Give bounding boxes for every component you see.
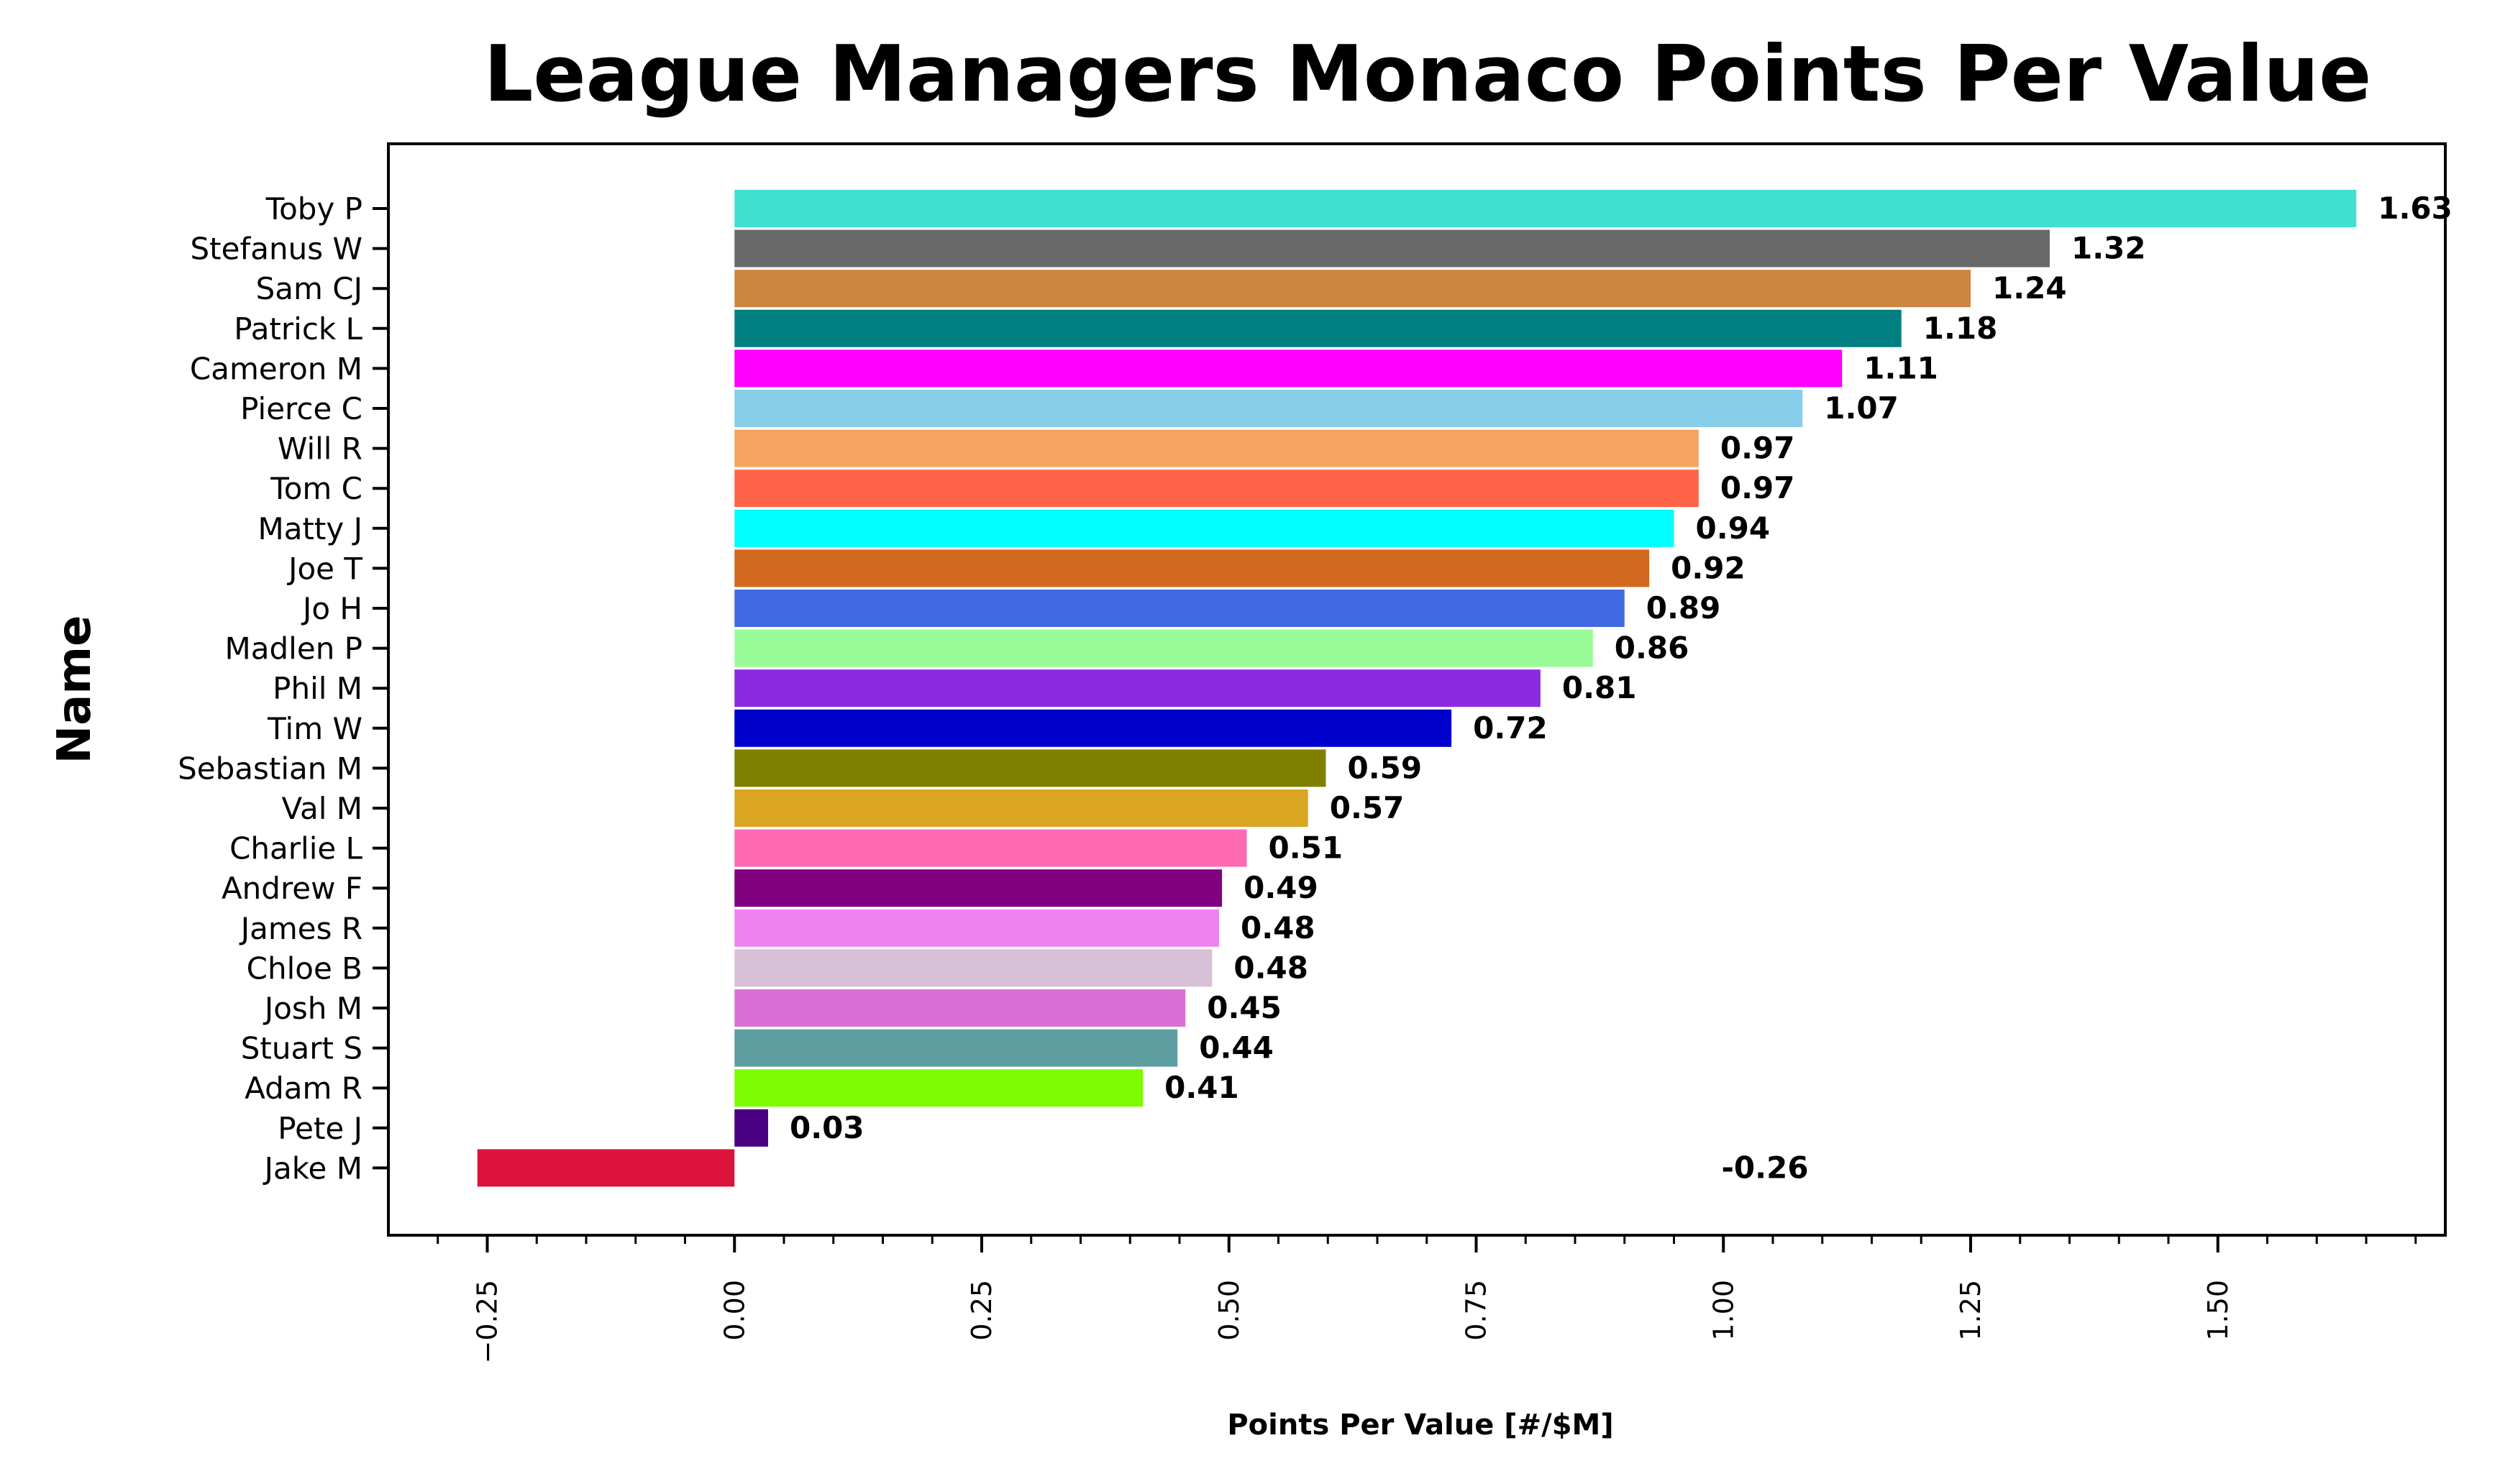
y-tick-label-pierce-c: Pierce C [240, 391, 362, 426]
data-label-jo-h: 0.89 [1646, 590, 1721, 626]
bar-stefanus-w [734, 229, 2050, 267]
bar-james-r [734, 909, 1219, 947]
data-label-patrick-l: 1.18 [1923, 311, 1998, 346]
x-axis-ticks: −0.25 0.00 0.25 0.50 0.75 1.00 1.25 1.50 [437, 1235, 2417, 1363]
data-label-madlen-p: 0.86 [1615, 631, 1689, 666]
y-tick-label-sebastian-m: Sebastian M [178, 751, 362, 786]
y-tick-label-pete-j: Pete J [278, 1111, 362, 1146]
bar-tim-w [734, 709, 1452, 747]
bar-adam-r [734, 1069, 1144, 1107]
data-label-tom-c: 0.97 [1720, 470, 1795, 505]
bar-patrick-l [734, 309, 1902, 347]
bar-toby-p [734, 190, 2357, 227]
y-tick-label-cameron-m: Cameron M [190, 351, 362, 386]
y-tick-label-james-r: James R [239, 911, 362, 946]
y-tick-label-sam-cj: Sam CJ [256, 271, 362, 306]
bar-sebastian-m [734, 749, 1326, 787]
data-label-joe-t: 0.92 [1671, 550, 1746, 585]
data-label-andrew-f: 0.49 [1244, 870, 1318, 905]
data-label-pierce-c: 1.07 [1824, 390, 1899, 426]
data-label-val-m: 0.57 [1330, 790, 1405, 825]
y-tick-label-chloe-b: Chloe B [247, 951, 362, 986]
data-label-stefanus-w: 1.32 [2071, 231, 2146, 266]
y-tick-label-tom-c: Tom C [270, 471, 362, 506]
bar-jake-m [477, 1149, 735, 1187]
bar-madlen-p [734, 629, 1593, 667]
data-label-phil-m: 0.81 [1562, 670, 1637, 705]
y-tick-label-matty-j: Matty J [257, 511, 362, 546]
bar-stuart-s [734, 1029, 1178, 1067]
y-axis-label: Name [48, 615, 101, 764]
bar-charlie-l [734, 829, 1247, 867]
x-tick-label: 1.50 [2202, 1280, 2234, 1341]
x-axis-label: Points Per Value [#/$M] [1227, 1409, 1613, 1442]
bar-andrew-f [734, 869, 1223, 907]
bar-chloe-b [734, 949, 1213, 987]
bar-will-r [734, 429, 1699, 467]
bar-jo-h [734, 590, 1625, 627]
plot-frame [387, 142, 2447, 1237]
data-label-chloe-b: 0.48 [1233, 950, 1308, 985]
data-label-josh-m: 0.45 [1207, 990, 1282, 1025]
data-label-adam-r: 0.41 [1164, 1070, 1239, 1105]
y-tick-label-stuart-s: Stuart S [241, 1031, 362, 1066]
y-tick-label-toby-p: Toby P [265, 191, 362, 226]
bar-pete-j [734, 1109, 768, 1147]
y-tick-label-jo-h: Jo H [301, 591, 362, 626]
y-tick-label-stefanus-w: Stefanus W [191, 232, 363, 267]
x-tick-label: 0.50 [1213, 1280, 1245, 1341]
x-tick-label: 0.75 [1461, 1280, 1492, 1341]
data-label-charlie-l: 0.51 [1269, 830, 1343, 866]
bar-pierce-c [734, 390, 1803, 427]
x-tick-label: 0.00 [718, 1280, 750, 1341]
y-tick-label-phil-m: Phil M [273, 671, 362, 706]
bar-matty-j [734, 509, 1674, 547]
data-label-sebastian-m: 0.59 [1348, 750, 1423, 785]
y-tick-label-val-m: Val M [282, 791, 362, 826]
y-tick-label-josh-m: Josh M [263, 991, 362, 1026]
y-axis-ticks: Toby P Stefanus W Sam CJ Patrick L Cameron M… [178, 191, 388, 1186]
data-label-pete-j: 0.03 [790, 1110, 864, 1145]
x-tick-label: 1.00 [1707, 1280, 1739, 1341]
y-tick-label-will-r: Will R [278, 431, 362, 467]
x-tick-label: −0.25 [472, 1280, 503, 1363]
x-tick-label: 1.25 [1955, 1280, 1986, 1341]
x-tick-label: 0.25 [966, 1280, 998, 1341]
data-labels-layer: 1.63 1.321.24 1.18 1.11 1.07 0.97 0.97 0.94 0.92… [790, 191, 2452, 1185]
bar-phil-m [734, 669, 1541, 707]
y-tick-label-patrick-l: Patrick L [234, 311, 362, 347]
data-label-jake-m: -0.26 [1722, 1150, 1809, 1185]
data-label-cameron-m: 1.11 [1863, 350, 1938, 385]
data-label-toby-p: 1.63 [2378, 191, 2452, 226]
bar-joe-t [734, 549, 1650, 587]
data-label-will-r: 0.97 [1720, 431, 1795, 466]
y-tick-label-charlie-l: Charlie L [229, 831, 362, 866]
data-label-sam-cj: 1.24 [1992, 270, 2067, 306]
chart-title: League Managers Monaco Points Per Value [484, 29, 2372, 119]
data-label-tim-w: 0.72 [1473, 710, 1548, 746]
data-label-james-r: 0.48 [1241, 910, 1315, 945]
bar-tom-c [734, 470, 1699, 508]
bar-cameron-m [734, 349, 1843, 388]
y-tick-label-joe-t: Joe T [286, 551, 362, 586]
data-label-stuart-s: 0.44 [1199, 1030, 1274, 1066]
y-tick-label-madlen-p: Madlen P [225, 631, 362, 667]
bar-val-m [734, 789, 1308, 827]
y-tick-label-adam-r: Adam R [245, 1071, 362, 1106]
y-tick-label-tim-w: Tim W [267, 711, 362, 746]
data-label-matty-j: 0.94 [1696, 510, 1771, 546]
y-tick-label-jake-m: Jake M [263, 1150, 362, 1186]
bars-layer [477, 190, 2357, 1187]
y-tick-label-andrew-f: Andrew F [222, 871, 362, 906]
bar-josh-m [734, 989, 1186, 1027]
bar-sam-cj [734, 270, 1971, 308]
